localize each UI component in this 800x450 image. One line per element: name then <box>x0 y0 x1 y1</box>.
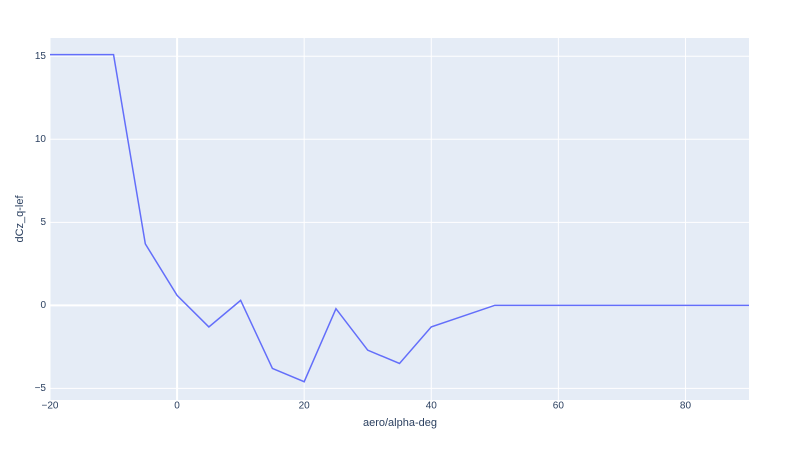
x-tick-label: 80 <box>680 401 692 412</box>
x-axis-title: aero/alpha-deg <box>363 417 437 429</box>
x-tick-label: 0 <box>174 401 180 412</box>
x-tick-label: 60 <box>553 401 565 412</box>
plot-area <box>50 38 749 400</box>
line <box>50 53 749 383</box>
x-tick-label: 40 <box>426 401 438 412</box>
y-tick-label: 5 <box>40 217 46 228</box>
x-tick-label: 20 <box>299 401 311 412</box>
y-tick-label: 0 <box>40 300 46 311</box>
x-tick-label: −20 <box>42 401 59 412</box>
y-tick-label: 15 <box>35 51 47 62</box>
y-tick-label: 10 <box>35 134 47 145</box>
y-axis-title: dCz_q-lef <box>14 195 26 243</box>
y-tick-label: −5 <box>35 383 47 394</box>
